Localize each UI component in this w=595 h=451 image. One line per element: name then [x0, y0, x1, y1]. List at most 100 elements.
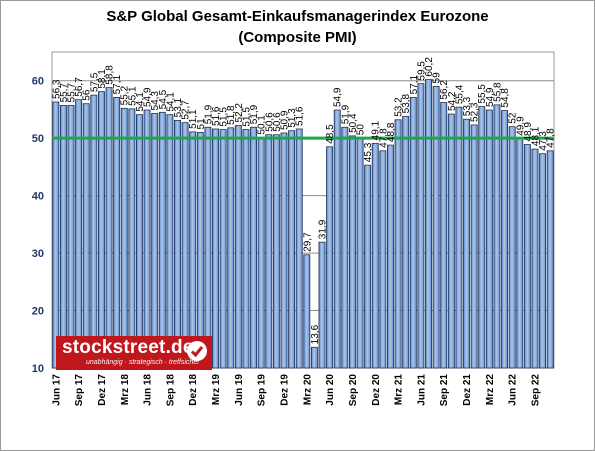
- y-tick-label: 10: [32, 363, 44, 375]
- data-label: 48,1: [530, 126, 541, 146]
- bar: [250, 126, 258, 369]
- data-label: 51,9: [340, 104, 351, 124]
- data-label: 51,6: [295, 106, 306, 126]
- bar: [189, 131, 197, 369]
- bar: [181, 122, 189, 369]
- chart-title-line-1: S&P Global Gesamt-Einkaufsmanagerindex E…: [106, 8, 489, 25]
- bar: [318, 241, 326, 369]
- bar: [333, 109, 341, 369]
- y-tick-label: 40: [32, 191, 44, 203]
- data-label: 49,9: [515, 116, 526, 136]
- bar: [470, 124, 478, 369]
- bar: [402, 115, 410, 369]
- data-label: 50: [356, 124, 367, 136]
- x-tick-label: Mrz 20: [302, 374, 313, 406]
- bar: [97, 91, 105, 369]
- x-tick-label: Sep 22: [530, 374, 541, 407]
- y-tick-label: 50: [32, 133, 44, 145]
- bar: [539, 153, 547, 369]
- bar: [409, 96, 417, 369]
- bar: [523, 144, 531, 369]
- data-label: 49,1: [371, 120, 382, 140]
- bar: [310, 346, 318, 369]
- data-label: 51,8: [226, 105, 237, 125]
- data-label: 54,1: [135, 92, 146, 112]
- logo-tagline: unabhängig · strategisch · treffsicher: [86, 359, 200, 366]
- data-label: 55,7: [59, 83, 70, 103]
- x-tick-label: Mrz 21: [394, 374, 405, 406]
- data-label: 56,3: [51, 79, 62, 99]
- data-label: 54,1: [165, 92, 176, 112]
- logo-text: stockstreet.de: [62, 337, 194, 358]
- bar: [485, 109, 493, 369]
- data-label: 57,1: [112, 74, 123, 94]
- bar: [158, 111, 166, 369]
- data-label: 55,4: [454, 84, 465, 104]
- data-label: 54,2: [447, 91, 458, 111]
- bar: [196, 132, 204, 369]
- bar: [478, 106, 486, 369]
- bar: [356, 137, 364, 369]
- y-tick-label: 30: [32, 248, 44, 260]
- x-tick-label: Mrz 18: [120, 374, 131, 406]
- data-label: 52,2: [234, 103, 245, 123]
- data-label: 51,6: [211, 106, 222, 126]
- data-label: 54,8: [500, 88, 511, 108]
- data-label: 50,6: [272, 112, 283, 132]
- bar: [128, 108, 136, 369]
- chart-title-line-2: (Composite PMI): [238, 29, 357, 46]
- x-tick-label: Dez 21: [462, 374, 473, 406]
- data-label: 60,2: [424, 57, 435, 77]
- data-label: 13,6: [310, 324, 321, 344]
- data-label: 52,3: [470, 102, 481, 122]
- x-tick-label: Sep 21: [439, 374, 450, 407]
- x-tick-label: Dez 19: [279, 374, 290, 406]
- data-label: 50,1: [257, 115, 268, 135]
- bar: [387, 144, 394, 369]
- data-label: 54,5: [158, 89, 169, 109]
- bar: [174, 119, 181, 369]
- bar: [227, 127, 235, 369]
- data-label: 51,9: [249, 104, 260, 124]
- bar: [455, 106, 463, 369]
- x-tick-label: Jun 18: [143, 374, 154, 406]
- data-label: 58,8: [105, 65, 116, 85]
- x-tick-label: Jun 21: [416, 374, 427, 406]
- bar: [546, 150, 554, 369]
- bar: [493, 104, 501, 369]
- bar: [303, 254, 311, 369]
- checkmark-icon: [187, 341, 207, 361]
- data-label: 48,8: [386, 122, 397, 142]
- bar: [212, 128, 219, 369]
- data-label: 55,5: [477, 84, 488, 104]
- data-label: 47,8: [378, 128, 389, 148]
- x-tick-label: Sep 20: [348, 374, 359, 407]
- x-tick-label: Jun 22: [508, 374, 519, 406]
- bar: [151, 113, 159, 369]
- data-label: 51: [196, 118, 207, 130]
- x-tick-label: Sep 19: [257, 374, 268, 407]
- data-label: 54,3: [150, 91, 161, 111]
- bar: [272, 134, 280, 369]
- bar: [516, 138, 524, 369]
- data-label: 55,1: [127, 86, 138, 106]
- data-label: 56: [82, 89, 93, 101]
- data-label: 29,7: [302, 232, 313, 252]
- bar: [394, 119, 402, 369]
- data-label: 58,1: [97, 69, 108, 89]
- chart-title: S&P Global Gesamt-Einkaufsmanagerindex E…: [0, 6, 595, 48]
- data-label: 50,6: [264, 112, 275, 132]
- bar: [75, 99, 83, 369]
- bar: [364, 164, 372, 369]
- x-tick-label: Sep 17: [74, 374, 85, 407]
- bar: [341, 126, 349, 369]
- x-tick-label: Dez 20: [371, 374, 382, 406]
- data-label: 53,8: [401, 93, 412, 113]
- data-label: 31,9: [318, 219, 329, 239]
- bar: [143, 109, 151, 369]
- x-tick-label: Jun 17: [51, 374, 62, 406]
- bar: [280, 132, 288, 369]
- bar: [90, 94, 98, 369]
- data-label: 56,7: [74, 77, 85, 97]
